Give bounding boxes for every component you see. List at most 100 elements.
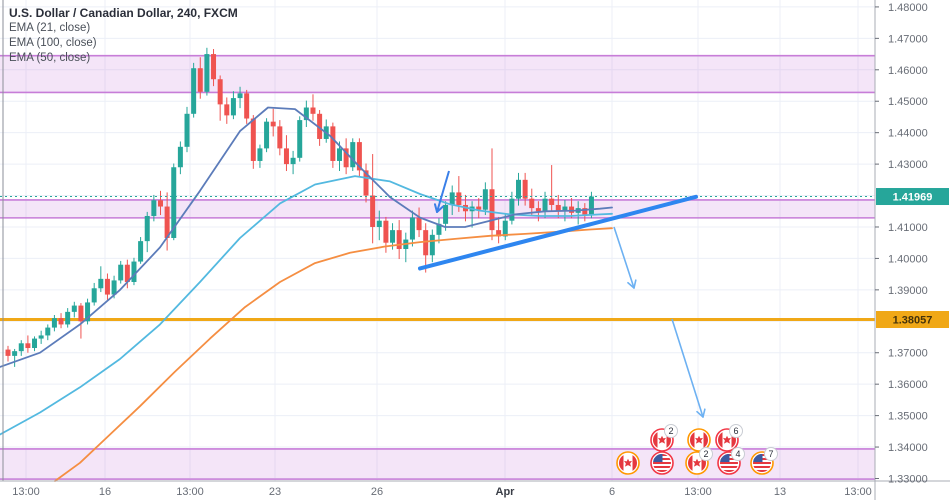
candle: [522, 172, 528, 206]
candle: [91, 282, 97, 306]
candle: [124, 259, 130, 289]
economic-event-icon[interactable]: [687, 428, 711, 452]
flag-us-icon: [653, 454, 671, 472]
candle: [71, 301, 77, 318]
candle: [58, 313, 64, 329]
economic-event-icon[interactable]: 4: [717, 447, 745, 475]
candle: [310, 94, 316, 121]
candle: [429, 229, 435, 263]
event-count-badge: 7: [764, 447, 778, 461]
candle: [423, 223, 429, 273]
candle: [51, 315, 57, 332]
price-axis[interactable]: 1.48000 1.47000 1.46000 1.45000 1.44000 1.430…: [875, 2, 949, 486]
candle: [65, 308, 71, 328]
flag-ca-icon: [619, 454, 637, 472]
candle: [257, 144, 263, 168]
trend-line[interactable]: [418, 194, 698, 271]
candle: [356, 138, 362, 178]
event-count-badge: 6: [729, 424, 743, 438]
grid: [0, 0, 875, 481]
candle: [230, 91, 236, 120]
price-tick-label: 1.35000: [888, 411, 928, 423]
candle: [191, 62, 197, 118]
candle: [482, 182, 488, 216]
candles-series: [5, 47, 594, 367]
symbol-title[interactable]: U.S. Dollar / Canadian Dollar, 240, FXCM: [9, 6, 238, 20]
economic-event-icon[interactable]: [616, 451, 640, 475]
ema-21-line[interactable]: [0, 106, 613, 368]
candle: [184, 106, 190, 153]
price-tick-label: 1.34000: [888, 442, 928, 454]
candle: [237, 86, 243, 109]
price-tick-label: 1.45000: [888, 96, 928, 108]
economic-event-icon[interactable]: 2: [685, 447, 713, 475]
candle: [509, 191, 515, 225]
time-axis[interactable]: 13:00 16 13:00 23 26 Apr 6 13:00 13 13:00: [12, 486, 872, 498]
ema-100-line[interactable]: [54, 227, 613, 482]
price-tick-label: 1.46000: [888, 65, 928, 77]
time-tick-label: 13:00: [12, 486, 40, 498]
candle: [549, 165, 555, 212]
candle: [85, 298, 91, 325]
time-tick-label: 23: [269, 486, 281, 498]
price-tick-label: 1.47000: [888, 33, 928, 45]
candle: [38, 330, 44, 344]
flag-ca-icon: [690, 431, 708, 449]
candle: [25, 335, 31, 353]
candle: [211, 49, 217, 87]
price-tick-label: 1.39000: [888, 285, 928, 297]
candle: [582, 203, 588, 222]
ema-50-line[interactable]: [0, 175, 613, 436]
price-tick-label: 1.37000: [888, 348, 928, 360]
candle: [370, 154, 376, 244]
economic-event-icon[interactable]: 7: [750, 447, 778, 475]
candle: [297, 116, 303, 162]
candle: [204, 47, 210, 96]
candle: [436, 218, 442, 244]
candle: [32, 336, 38, 352]
candle: [5, 345, 11, 362]
time-tick-label: 13:00: [176, 486, 204, 498]
candle: [516, 172, 522, 206]
time-tick-label: Apr: [496, 486, 516, 498]
economic-event-icon[interactable]: 6: [715, 424, 743, 452]
candle: [197, 57, 203, 99]
svg-text:1.41969: 1.41969: [893, 192, 933, 204]
candle: [164, 192, 170, 251]
candle: [489, 148, 495, 241]
chart-legend: U.S. Dollar / Canadian Dollar, 240, FXCM…: [9, 5, 238, 66]
candle: [363, 163, 369, 203]
indicator-ema50-label[interactable]: EMA (50, close): [9, 52, 91, 64]
zone-rect[interactable]: [0, 55, 875, 93]
price-tick-label: 1.33000: [888, 473, 928, 485]
candle: [244, 89, 250, 124]
indicator-ema100-label[interactable]: EMA (100, close): [9, 37, 97, 49]
annotation-arrow[interactable]: [613, 226, 637, 289]
economic-event-icon[interactable]: [650, 451, 674, 475]
candle: [350, 138, 356, 172]
candle: [569, 198, 575, 219]
candle: [98, 266, 104, 293]
annotation-arrow[interactable]: [671, 318, 706, 418]
svg-text:2: 2: [703, 449, 708, 459]
candle: [443, 201, 449, 231]
annotation-arrow[interactable]: [433, 170, 450, 213]
candle: [264, 118, 270, 153]
candle: [396, 220, 402, 260]
candle: [157, 190, 163, 216]
support-price-badge: 1.38057: [876, 311, 949, 329]
candle: [343, 138, 349, 175]
candle: [270, 108, 276, 137]
supply-demand-zones[interactable]: [0, 54, 875, 480]
candle: [138, 237, 144, 264]
candle: [104, 273, 110, 300]
price-tick-label: 1.36000: [888, 379, 928, 391]
candle: [403, 232, 409, 263]
price-tick-label: 1.40000: [888, 253, 928, 265]
event-count-badge: 2: [664, 424, 678, 438]
economic-event-icon[interactable]: 2: [650, 424, 678, 452]
indicator-ema21-label[interactable]: EMA (21, close): [9, 22, 91, 34]
candle: [409, 210, 415, 247]
